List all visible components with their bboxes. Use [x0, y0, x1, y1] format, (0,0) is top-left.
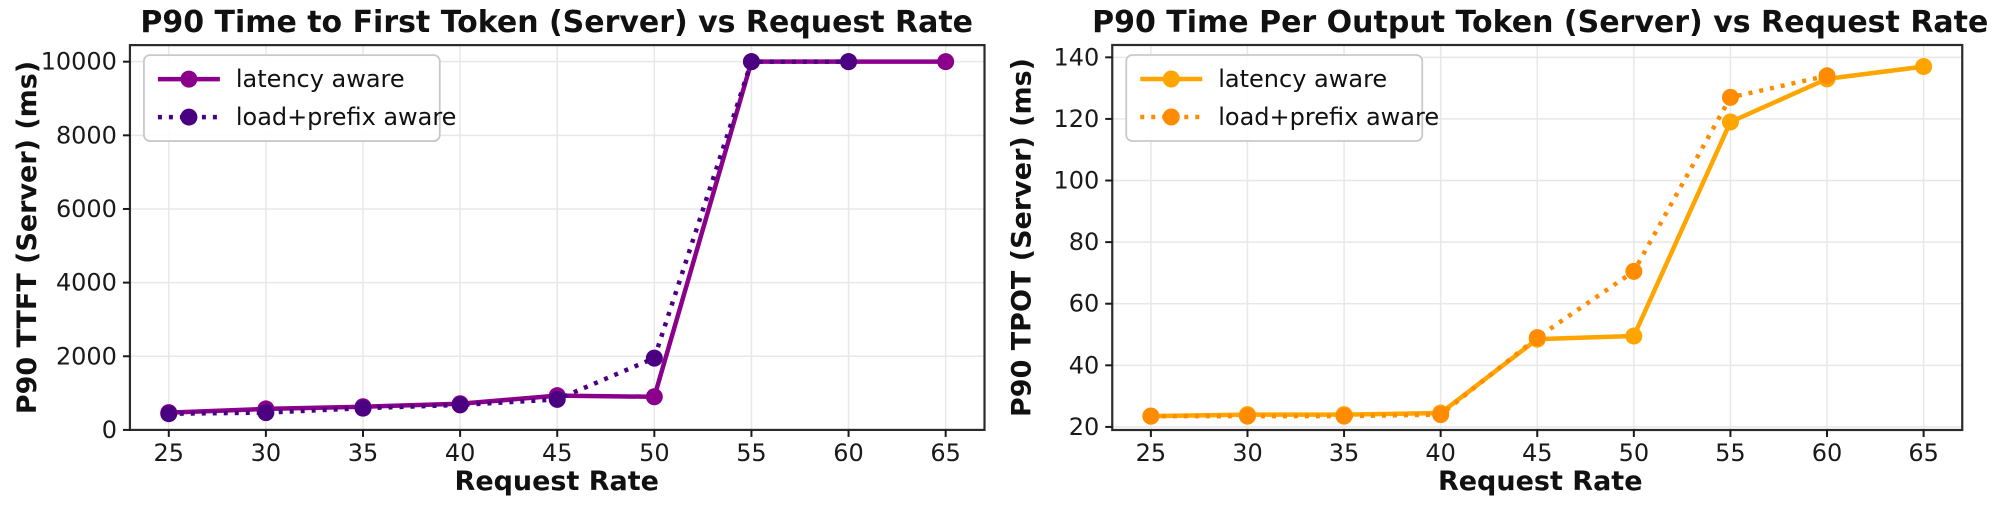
tpot-chart-panel: 25 30 35 40 45 50 55 60 65 20 40 60 80 100 120 140 laten…: [1000, 0, 1999, 515]
load-prefix-aware-marker: [1238, 407, 1256, 425]
legend-sample-marker: [1162, 108, 1180, 126]
x-tick-label: 30: [251, 439, 282, 467]
load-prefix-aware-marker: [1431, 406, 1449, 424]
load-prefix-aware-marker: [645, 349, 663, 367]
load-prefix-aware-marker: [1335, 407, 1353, 425]
x-tick-label: 35: [1328, 439, 1359, 467]
x-tick-label: 25: [1135, 439, 1166, 467]
x-tick-label: 60: [1811, 439, 1842, 467]
load-prefix-aware-line: [168, 59, 849, 416]
legend-entry-label: latency aware: [1218, 65, 1387, 93]
tpot-x-axis-label: Request Rate: [1437, 466, 1642, 497]
x-tick-label: 65: [930, 439, 961, 467]
y-tick-label: 4000: [56, 269, 117, 297]
latency-aware-marker: [1721, 113, 1739, 131]
y-tick-label: 80: [1068, 228, 1099, 256]
tpot-plot-area: 25 30 35 40 45 50 55 60 65 20 40 60 80 100 120 140 laten…: [1053, 43, 1963, 467]
y-tick-label: 40: [1068, 351, 1099, 379]
legend-entry-label: load+prefix aware: [236, 103, 457, 131]
y-tick-label: 8000: [56, 121, 117, 149]
y-tick-label: 140: [1053, 43, 1099, 71]
legend: latency aware load+prefix aware: [143, 54, 457, 142]
ttft-y-axis-label: P90 TTFT (Server) (ms): [12, 61, 43, 414]
load-prefix-aware-marker: [451, 396, 469, 414]
load-prefix-aware-marker: [1141, 407, 1159, 425]
latency-aware-marker: [645, 388, 663, 406]
load-prefix-aware-marker: [1624, 262, 1642, 280]
x-tick-label: 55: [1715, 439, 1746, 467]
x-tick-label: 45: [1521, 439, 1552, 467]
load-prefix-aware-marker: [742, 53, 760, 71]
x-tick-label: 45: [542, 439, 573, 467]
x-tick-label: 65: [1908, 439, 1939, 467]
tpot-y-axis-label: P90 TPOT (Server) (ms): [1006, 58, 1037, 417]
latency-aware-marker: [1624, 327, 1642, 345]
load-prefix-aware-marker: [1721, 88, 1739, 106]
ttft-chart: 25 30 35 40 45 50 55 60 65 0 2000 4000 6000 8000 10000…: [12, 5, 986, 497]
y-tick-label: 0: [102, 416, 117, 444]
legend-sample-marker: [1162, 70, 1180, 88]
x-tick-label: 55: [736, 439, 767, 467]
load-prefix-aware-marker: [548, 390, 566, 408]
y-tick-label: 100: [1053, 167, 1099, 195]
load-prefix-aware-marker: [160, 405, 178, 423]
y-tick-label: 120: [1053, 105, 1099, 133]
load-prefix-aware-marker: [1818, 67, 1836, 85]
x-tick-label: 50: [639, 439, 670, 467]
legend: latency aware load+prefix aware: [1124, 54, 1439, 142]
latency-aware-marker: [1914, 58, 1932, 76]
legend-entry-label: load+prefix aware: [1218, 103, 1439, 131]
y-tick-label: 6000: [56, 195, 117, 223]
x-tick-label: 40: [445, 439, 476, 467]
y-tick-label: 60: [1068, 290, 1099, 318]
y-tick-label: 2000: [56, 342, 117, 370]
x-tick-label: 50: [1618, 439, 1649, 467]
y-tick-label: 10000: [41, 48, 117, 76]
x-tick-label: 40: [1425, 439, 1456, 467]
x-tick-label: 25: [154, 439, 185, 467]
legend-box: [143, 54, 441, 142]
load-prefix-aware-marker: [1528, 329, 1546, 347]
legend-sample-marker: [180, 70, 198, 88]
ttft-x-axis-label: Request Rate: [455, 466, 659, 497]
legend-entry-label: latency aware: [236, 65, 405, 93]
load-prefix-aware-marker: [257, 404, 275, 422]
load-prefix-aware-marker: [354, 399, 372, 417]
ttft-chart-title: P90 Time to First Token (Server) vs Requ…: [140, 5, 973, 40]
latency-aware-marker: [937, 53, 955, 71]
load-prefix-aware-line: [1150, 73, 1828, 419]
legend-sample-marker: [180, 108, 198, 126]
tpot-chart: 25 30 35 40 45 50 55 60 65 20 40 60 80 100 120 140 laten…: [1006, 5, 1988, 497]
load-prefix-aware-marker: [840, 53, 858, 71]
x-tick-label: 30: [1232, 439, 1263, 467]
x-tick-label: 35: [348, 439, 379, 467]
legend-box: [1124, 54, 1423, 142]
ttft-chart-panel: 25 30 35 40 45 50 55 60 65 0 2000 4000 6000 8000 10000…: [12, 5, 986, 497]
tpot-chart-title: P90 Time Per Output Token (Server) vs Re…: [1092, 5, 1988, 40]
y-tick-label: 20: [1068, 413, 1099, 441]
x-tick-label: 60: [833, 439, 864, 467]
ttft-plot-area: 25 30 35 40 45 50 55 60 65 0 2000 4000 6000 8000 10000…: [41, 44, 986, 467]
